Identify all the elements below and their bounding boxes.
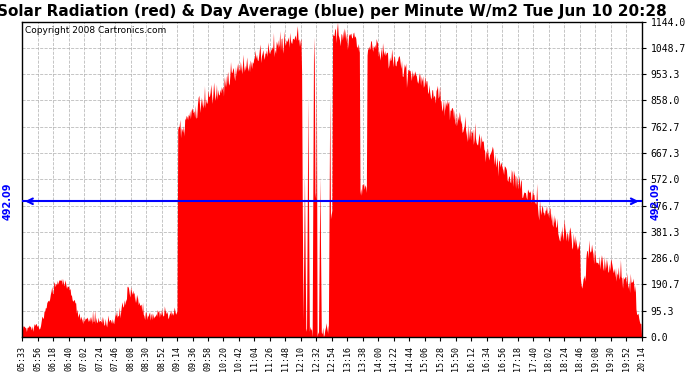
Text: 492.09: 492.09 [3, 183, 13, 220]
Text: Copyright 2008 Cartronics.com: Copyright 2008 Cartronics.com [26, 27, 166, 36]
Text: 492.09: 492.09 [651, 183, 661, 220]
Title: Solar Radiation (red) & Day Average (blue) per Minute W/m2 Tue Jun 10 20:28: Solar Radiation (red) & Day Average (blu… [0, 4, 667, 19]
